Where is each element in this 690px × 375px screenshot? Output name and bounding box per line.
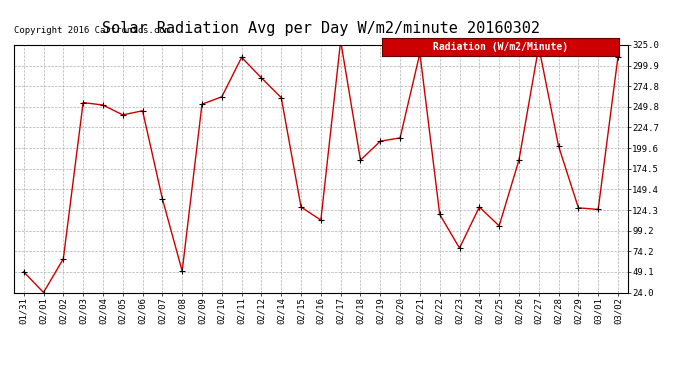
Title: Solar Radiation Avg per Day W/m2/minute 20160302: Solar Radiation Avg per Day W/m2/minute … [102,21,540,36]
Text: Copyright 2016 Cartronics.com: Copyright 2016 Cartronics.com [14,26,170,35]
